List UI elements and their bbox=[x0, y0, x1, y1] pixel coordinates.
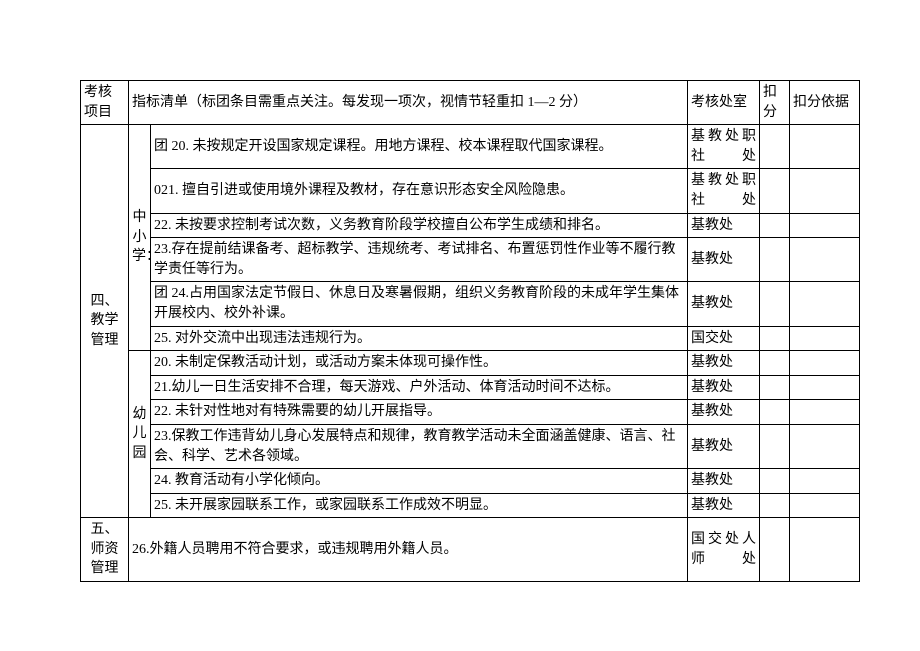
header-basis: 扣分依据 bbox=[790, 81, 860, 125]
row-office: 基教处职社处 bbox=[688, 125, 760, 169]
section-four-title: 四、教学管理 bbox=[81, 125, 129, 518]
row-basis bbox=[790, 282, 860, 326]
row-deduct bbox=[760, 213, 790, 238]
section-four-sub1-title: 中小学： bbox=[129, 125, 151, 351]
row-text: 24. 教育活动有小学化倾向。 bbox=[151, 469, 688, 494]
row-office: 基教处 bbox=[688, 282, 760, 326]
row-office: 基教处 bbox=[688, 424, 760, 468]
row-basis bbox=[790, 169, 860, 213]
row-deduct bbox=[760, 238, 790, 282]
row-deduct bbox=[760, 282, 790, 326]
header-office: 考核处室 bbox=[688, 81, 760, 125]
row-text: 25. 对外交流中出现违法违规行为。 bbox=[151, 326, 688, 351]
row-basis bbox=[790, 424, 860, 468]
table-row: 22. 未针对性地对有特殊需要的幼儿开展指导。 基教处 bbox=[81, 400, 860, 425]
table-row: 五、师资管理 26.外籍人员聘用不符合要求，或违规聘用外籍人员。 国交处人师处 bbox=[81, 518, 860, 582]
row-basis bbox=[790, 213, 860, 238]
row-office: 国交处 bbox=[688, 326, 760, 351]
row-office: 基教处 bbox=[688, 238, 760, 282]
row-text: 团 24.占用国家法定节假日、休息日及寒暑假期，组织义务教育阶段的未成年学生集体… bbox=[151, 282, 688, 326]
table-row: 幼儿园 20. 未制定保教活动计划，或活动方案未体现可操作性。 基教处 bbox=[81, 351, 860, 376]
row-office: 国交处人师处 bbox=[688, 518, 760, 582]
table-row: 团 24.占用国家法定节假日、休息日及寒暑假期，组织义务教育阶段的未成年学生集体… bbox=[81, 282, 860, 326]
table-row: 22. 未按要求控制考试次数，义务教育阶段学校擅自公布学生成绩和排名。 基教处 bbox=[81, 213, 860, 238]
row-deduct bbox=[760, 400, 790, 425]
row-office: 基教处 bbox=[688, 400, 760, 425]
row-basis bbox=[790, 326, 860, 351]
row-basis bbox=[790, 238, 860, 282]
header-project: 考核项目 bbox=[81, 81, 129, 125]
row-office: 基教处 bbox=[688, 469, 760, 494]
table-row: 25. 未开展家园联系工作，或家园联系工作成效不明显。 基教处 bbox=[81, 493, 860, 518]
row-basis bbox=[790, 518, 860, 582]
row-text: 20. 未制定保教活动计划，或活动方案未体现可操作性。 bbox=[151, 351, 688, 376]
table-row: 23.存在提前结课备考、超标教学、违规统考、考试排名、布置惩罚性作业等不履行教学… bbox=[81, 238, 860, 282]
row-text: 22. 未按要求控制考试次数，义务教育阶段学校擅自公布学生成绩和排名。 bbox=[151, 213, 688, 238]
row-deduct bbox=[760, 424, 790, 468]
header-indicator: 指标清单（标团条目需重点关注。每发现一项次，视情节轻重扣 1—2 分） bbox=[129, 81, 688, 125]
row-basis bbox=[790, 375, 860, 400]
row-deduct bbox=[760, 326, 790, 351]
row-deduct bbox=[760, 169, 790, 213]
row-deduct bbox=[760, 469, 790, 494]
table-row: 21.幼儿一日生活安排不合理，每天游戏、户外活动、体育活动时间不达标。 基教处 bbox=[81, 375, 860, 400]
table-row: 23.保教工作违背幼儿身心发展特点和规律，教育教学活动未全面涵盖健康、语言、社会… bbox=[81, 424, 860, 468]
row-basis bbox=[790, 469, 860, 494]
table-header-row: 考核项目 指标清单（标团条目需重点关注。每发现一项次，视情节轻重扣 1—2 分）… bbox=[81, 81, 860, 125]
row-basis bbox=[790, 493, 860, 518]
row-text: 26.外籍人员聘用不符合要求，或违规聘用外籍人员。 bbox=[129, 518, 688, 582]
row-deduct bbox=[760, 125, 790, 169]
row-office: 基教处 bbox=[688, 493, 760, 518]
row-basis bbox=[790, 125, 860, 169]
row-text: 21.幼儿一日生活安排不合理，每天游戏、户外活动、体育活动时间不达标。 bbox=[151, 375, 688, 400]
table-row: 25. 对外交流中出现违法违规行为。 国交处 bbox=[81, 326, 860, 351]
table-row: 24. 教育活动有小学化倾向。 基教处 bbox=[81, 469, 860, 494]
row-deduct bbox=[760, 493, 790, 518]
row-office: 基教处 bbox=[688, 213, 760, 238]
row-text: 021. 擅自引进或使用境外课程及教材，存在意识形态安全风险隐患。 bbox=[151, 169, 688, 213]
row-deduct bbox=[760, 351, 790, 376]
assessment-table: 考核项目 指标清单（标团条目需重点关注。每发现一项次，视情节轻重扣 1—2 分）… bbox=[80, 80, 860, 582]
table-row: 021. 擅自引进或使用境外课程及教材，存在意识形态安全风险隐患。 基教处职社处 bbox=[81, 169, 860, 213]
row-office: 基教处 bbox=[688, 375, 760, 400]
row-deduct bbox=[760, 375, 790, 400]
row-text: 22. 未针对性地对有特殊需要的幼儿开展指导。 bbox=[151, 400, 688, 425]
row-basis bbox=[790, 400, 860, 425]
row-text: 23.存在提前结课备考、超标教学、违规统考、考试排名、布置惩罚性作业等不履行教学… bbox=[151, 238, 688, 282]
row-text: 25. 未开展家园联系工作，或家园联系工作成效不明显。 bbox=[151, 493, 688, 518]
row-text: 团 20. 未按规定开设国家规定课程。用地方课程、校本课程取代国家课程。 bbox=[151, 125, 688, 169]
row-basis bbox=[790, 351, 860, 376]
row-text: 23.保教工作违背幼儿身心发展特点和规律，教育教学活动未全面涵盖健康、语言、社会… bbox=[151, 424, 688, 468]
document-page: 考核项目 指标清单（标团条目需重点关注。每发现一项次，视情节轻重扣 1—2 分）… bbox=[0, 0, 920, 651]
section-four-sub2-title: 幼儿园 bbox=[129, 351, 151, 518]
table-row: 四、教学管理 中小学： 团 20. 未按规定开设国家规定课程。用地方课程、校本课… bbox=[81, 125, 860, 169]
row-deduct bbox=[760, 518, 790, 582]
row-office: 基教处 bbox=[688, 351, 760, 376]
row-office: 基教处职社处 bbox=[688, 169, 760, 213]
section-five-title: 五、师资管理 bbox=[81, 518, 129, 582]
header-deduct: 扣分 bbox=[760, 81, 790, 125]
